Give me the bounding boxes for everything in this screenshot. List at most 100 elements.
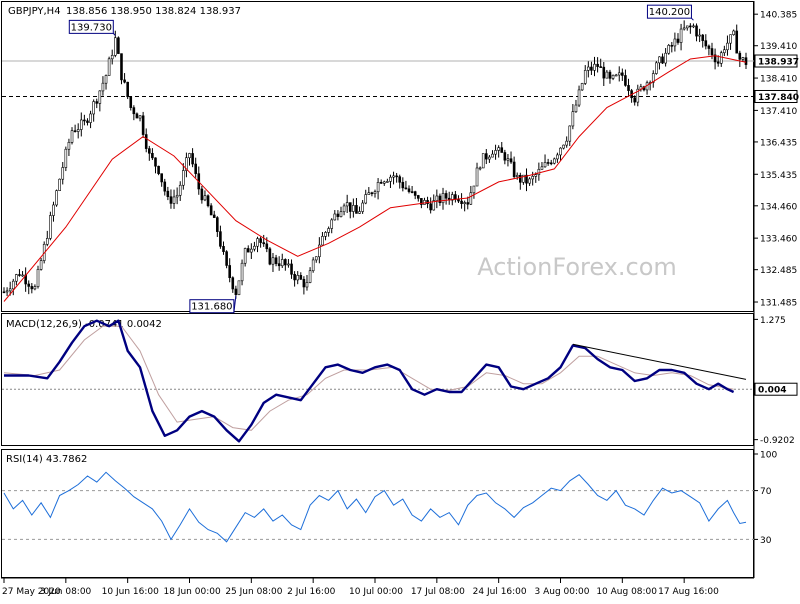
candle-body [284, 259, 287, 266]
candle-body [587, 66, 590, 71]
candle-body [36, 269, 40, 287]
candle-body [376, 182, 380, 193]
candle-body [330, 219, 334, 229]
candle-body [321, 236, 324, 246]
candle-body [723, 49, 726, 54]
candle-body [506, 158, 510, 161]
candle-body [345, 202, 349, 207]
candle-body [206, 195, 210, 207]
candle-body [583, 70, 587, 84]
candle-body [55, 190, 58, 206]
candle-body [327, 228, 330, 233]
price-tick-label: 131.485 [760, 299, 797, 309]
candle-body [61, 167, 65, 180]
candle-body [95, 101, 99, 104]
candle-body [33, 286, 37, 290]
candle-body [188, 153, 191, 159]
price-candles [2, 20, 748, 299]
rsi-tick-label: 30 [760, 536, 772, 546]
candle-body [491, 153, 494, 158]
price-tick-label: 137.410 [760, 107, 797, 117]
candle-body [76, 129, 80, 132]
candle-body [305, 282, 309, 288]
candle-body [290, 263, 293, 275]
candle-body [135, 113, 139, 119]
candle-body [553, 158, 556, 164]
candle-body [253, 245, 256, 250]
candle-body [596, 63, 599, 67]
annotation-box [646, 4, 692, 19]
candle-body [651, 73, 655, 83]
x-tick-label: 17 Aug 16:00 [658, 587, 719, 597]
candle-body [463, 202, 466, 204]
price-tick-label: 135.435 [760, 171, 797, 181]
rsi-axis: 100 70 30 [2, 451, 777, 546]
candle-body [27, 283, 31, 287]
rsi-pane-frame [1, 449, 754, 578]
candle-body [689, 25, 692, 28]
candle-body [178, 184, 182, 196]
candle-body [175, 194, 179, 198]
candle-body [262, 242, 266, 245]
candle-body [429, 203, 432, 211]
candle-body [234, 288, 238, 295]
candle-body [45, 238, 49, 245]
candle-body [398, 176, 402, 183]
candle-body [64, 148, 68, 168]
candle-body [568, 125, 572, 142]
candle-body [336, 213, 340, 217]
candle-body [658, 56, 661, 64]
candle-body [166, 190, 170, 197]
x-tick-label: 17 Jul 08:00 [411, 587, 465, 597]
candle-body [58, 178, 61, 191]
candle-body [549, 162, 553, 165]
candle-body [79, 119, 83, 130]
x-tick-label: 24 Jul 16:00 [473, 587, 527, 597]
price-tick-label: 139.410 [760, 42, 797, 52]
candle-body [571, 111, 575, 127]
x-tick-label: 18 Jun 00:00 [164, 587, 221, 597]
candle-body [18, 274, 21, 276]
candle-body [528, 178, 531, 184]
rsi-tick-label: 70 [760, 487, 772, 497]
candle-body [624, 75, 627, 86]
current-price-tag-box [754, 54, 798, 68]
candle-body [160, 173, 163, 183]
candle-body [497, 147, 500, 151]
candle-body [435, 195, 439, 201]
macd-lines [3, 319, 747, 443]
candle-body [741, 57, 745, 60]
candle-body [454, 194, 457, 200]
candle-body [21, 274, 24, 277]
candle-body [73, 130, 77, 132]
candle-body [611, 74, 615, 79]
candle-body [500, 147, 504, 153]
candle-body [692, 25, 695, 28]
candle-body [370, 192, 374, 195]
candle-body [565, 140, 568, 146]
candle-body [602, 66, 606, 79]
candle-body [256, 238, 259, 247]
annotation-label: 131.680 [191, 302, 232, 313]
candle-body [314, 256, 318, 261]
candle-body [352, 205, 355, 212]
candle-body [522, 174, 525, 183]
candle-body [157, 165, 160, 174]
candle-body [358, 211, 361, 214]
x-tick-label: 3 Aug 00:00 [535, 587, 590, 597]
candle-body [231, 277, 235, 290]
candle-body [441, 193, 445, 204]
candle-body [209, 205, 213, 216]
candle-body [392, 175, 395, 178]
candle-body [348, 202, 352, 212]
candle-body [432, 200, 436, 211]
candle-body [277, 263, 281, 267]
candle-body [546, 162, 550, 164]
candle-body [531, 176, 534, 180]
candle-body [494, 150, 497, 155]
candle-body [216, 217, 219, 232]
candle-body [83, 119, 86, 122]
candle-body [655, 62, 658, 74]
annotation-connector [691, 17, 694, 21]
